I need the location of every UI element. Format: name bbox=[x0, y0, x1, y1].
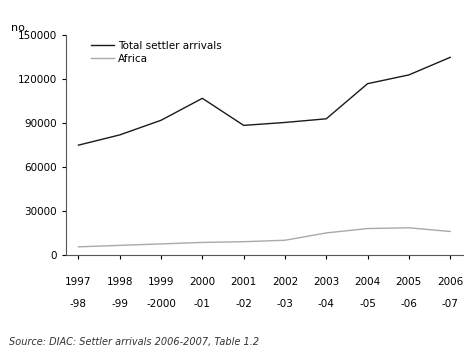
Total settler arrivals bbox=[76, 143, 81, 147]
Text: -2000: -2000 bbox=[146, 299, 176, 309]
Text: 2004: 2004 bbox=[354, 277, 381, 287]
Total settler arrivals bbox=[241, 123, 246, 127]
Total settler arrivals bbox=[447, 55, 453, 59]
Total settler arrivals bbox=[158, 118, 164, 122]
Africa bbox=[200, 240, 205, 245]
Africa bbox=[406, 226, 412, 230]
Text: 2006: 2006 bbox=[437, 277, 464, 287]
Total settler arrivals bbox=[406, 73, 412, 77]
Text: -05: -05 bbox=[359, 299, 376, 309]
Africa bbox=[76, 245, 81, 249]
Africa bbox=[282, 238, 288, 242]
Text: 1999: 1999 bbox=[148, 277, 174, 287]
Total settler arrivals bbox=[323, 117, 329, 121]
Text: -98: -98 bbox=[70, 299, 87, 309]
Line: Total settler arrivals: Total settler arrivals bbox=[78, 57, 450, 145]
Total settler arrivals bbox=[117, 133, 123, 137]
Africa bbox=[158, 242, 164, 246]
Text: -99: -99 bbox=[111, 299, 128, 309]
Text: 2002: 2002 bbox=[272, 277, 298, 287]
Text: 2005: 2005 bbox=[396, 277, 422, 287]
Text: -03: -03 bbox=[277, 299, 294, 309]
Total settler arrivals bbox=[282, 120, 288, 125]
Text: Source: DIAC: Settler arrivals 2006-2007, Table 1.2: Source: DIAC: Settler arrivals 2006-2007… bbox=[9, 337, 260, 347]
Africa bbox=[117, 243, 123, 247]
Total settler arrivals bbox=[200, 96, 205, 101]
Text: 2001: 2001 bbox=[230, 277, 257, 287]
Text: 1998: 1998 bbox=[107, 277, 133, 287]
Text: 1997: 1997 bbox=[65, 277, 92, 287]
Africa bbox=[365, 227, 371, 231]
Legend: Total settler arrivals, Africa: Total settler arrivals, Africa bbox=[91, 41, 222, 64]
Africa bbox=[241, 240, 246, 244]
Text: -04: -04 bbox=[318, 299, 335, 309]
Africa bbox=[323, 231, 329, 235]
Line: Africa: Africa bbox=[78, 228, 450, 247]
Text: no.: no. bbox=[10, 23, 28, 33]
Text: 2003: 2003 bbox=[313, 277, 339, 287]
Africa bbox=[447, 229, 453, 234]
Total settler arrivals bbox=[365, 81, 371, 86]
Text: -02: -02 bbox=[235, 299, 252, 309]
Text: -01: -01 bbox=[194, 299, 211, 309]
Text: -06: -06 bbox=[400, 299, 417, 309]
Text: 2000: 2000 bbox=[189, 277, 215, 287]
Text: -07: -07 bbox=[442, 299, 459, 309]
